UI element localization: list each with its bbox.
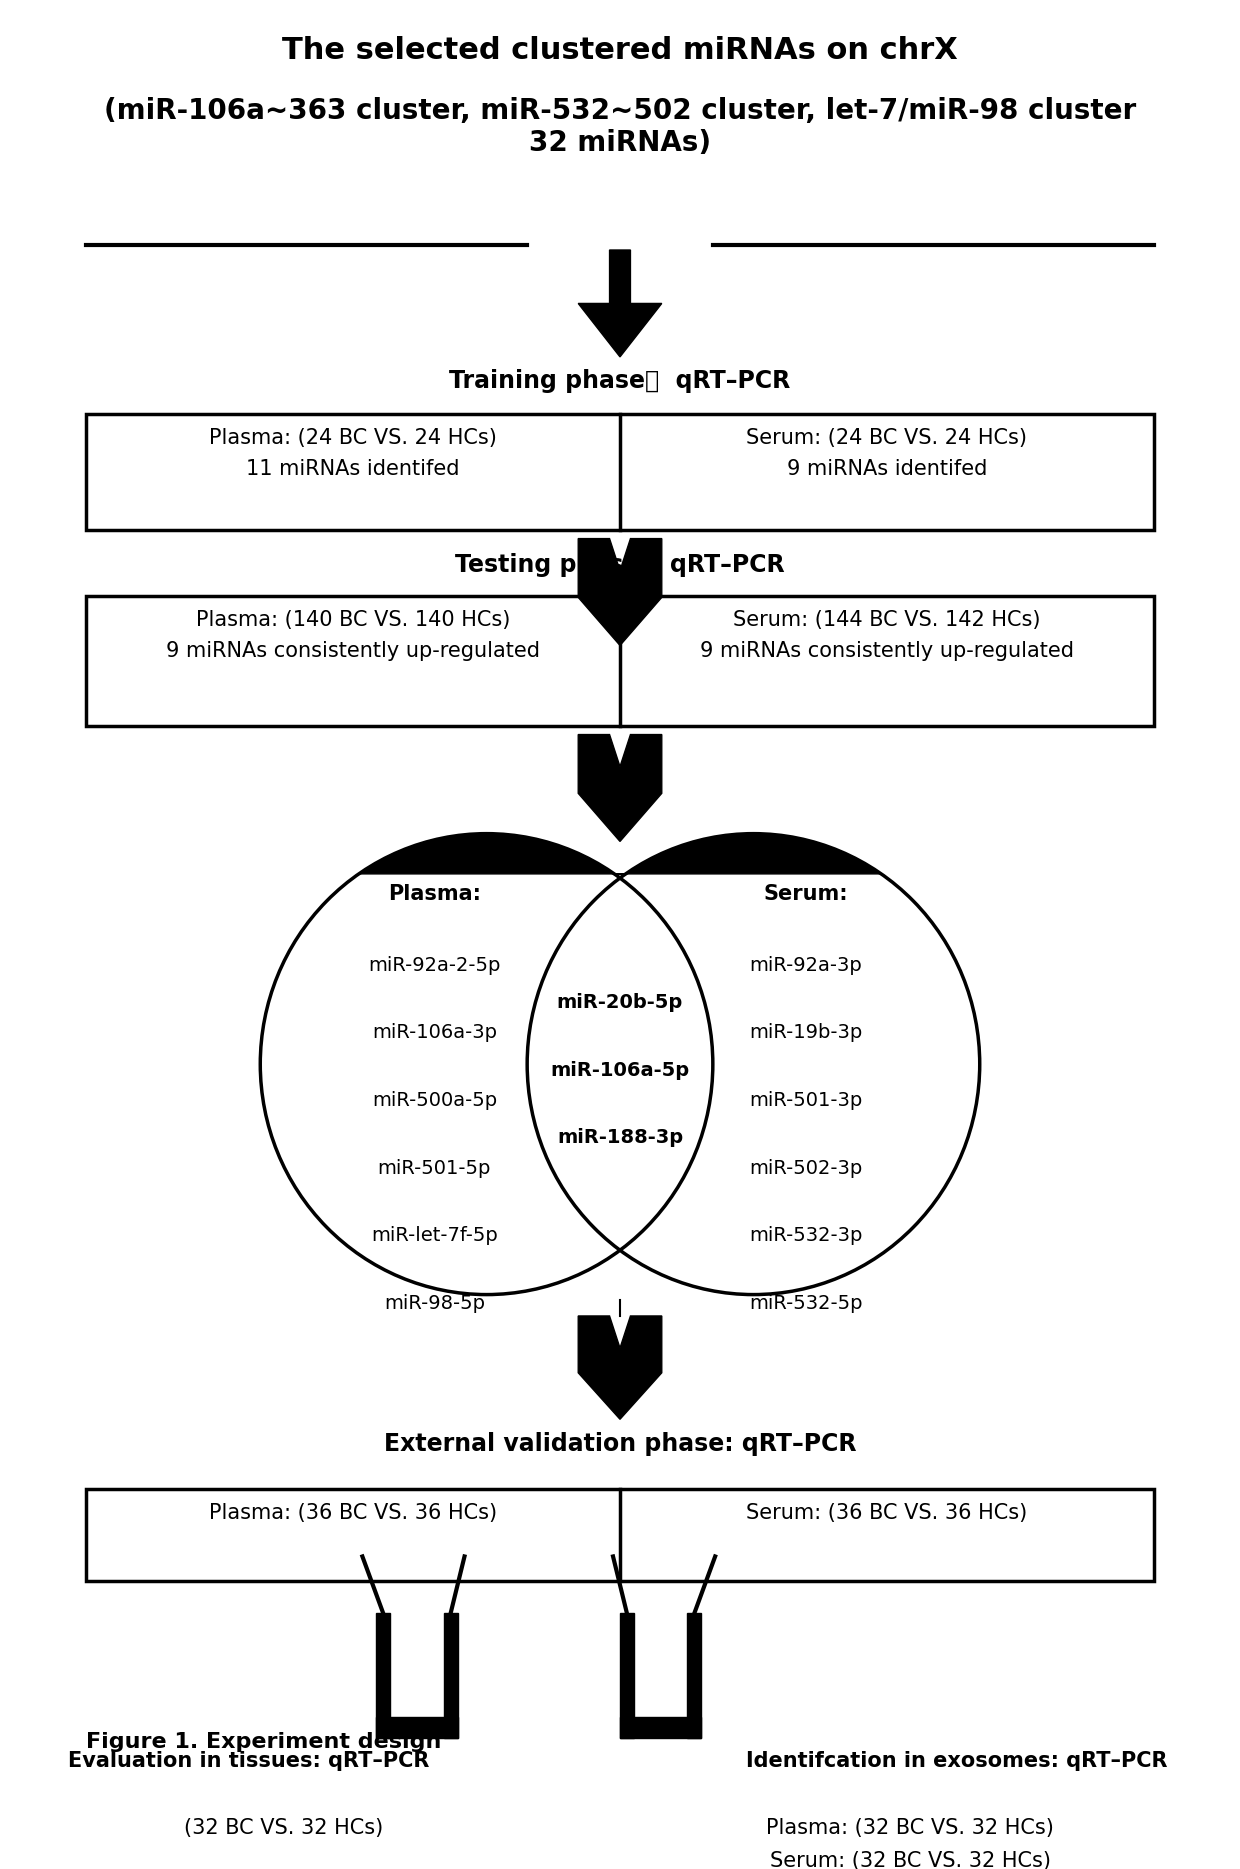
Polygon shape — [578, 538, 662, 645]
Text: miR-188-3p: miR-188-3p — [557, 1129, 683, 1148]
Text: Plasma:: Plasma: — [388, 884, 481, 905]
Text: miR-92a-3p: miR-92a-3p — [749, 955, 862, 974]
Text: Training phase：  qRT–PCR: Training phase： qRT–PCR — [449, 370, 791, 392]
Text: miR-532-3p: miR-532-3p — [749, 1226, 862, 1245]
Polygon shape — [620, 1613, 634, 1738]
Polygon shape — [376, 1718, 458, 1738]
Text: Serum:: Serum: — [764, 884, 848, 905]
Text: miR-106a-3p: miR-106a-3p — [372, 1024, 497, 1043]
Text: miR-92a-2-5p: miR-92a-2-5p — [368, 955, 501, 974]
Text: Testing phase：  qRT–PCR: Testing phase： qRT–PCR — [455, 553, 785, 578]
Text: miR-532-5p: miR-532-5p — [749, 1293, 862, 1314]
Text: miR-501-5p: miR-501-5p — [378, 1159, 491, 1177]
Polygon shape — [578, 1316, 662, 1419]
Text: The selected clustered miRNAs on chrX: The selected clustered miRNAs on chrX — [283, 36, 957, 65]
Text: miR-20b-5p: miR-20b-5p — [557, 992, 683, 1011]
Text: miR-501-3p: miR-501-3p — [749, 1091, 862, 1110]
Text: miR-106a-5p: miR-106a-5p — [551, 1060, 689, 1080]
Polygon shape — [687, 1613, 702, 1738]
Polygon shape — [376, 1613, 391, 1738]
Text: miR-502-3p: miR-502-3p — [749, 1159, 862, 1177]
Text: Plasma: (36 BC VS. 36 HCs): Plasma: (36 BC VS. 36 HCs) — [210, 1503, 497, 1523]
Text: Figure 1. Experiment design: Figure 1. Experiment design — [87, 1733, 441, 1751]
Polygon shape — [620, 1718, 702, 1738]
Text: miR-500a-5p: miR-500a-5p — [372, 1091, 497, 1110]
Text: miR-19b-3p: miR-19b-3p — [749, 1024, 862, 1043]
Bar — [87, 596, 1153, 725]
Text: Plasma: (24 BC VS. 24 HCs)
11 miRNAs identifed: Plasma: (24 BC VS. 24 HCs) 11 miRNAs ide… — [210, 428, 497, 478]
Text: (32 BC VS. 32 HCs): (32 BC VS. 32 HCs) — [184, 1819, 383, 1839]
Bar — [87, 1490, 1153, 1581]
Polygon shape — [578, 250, 662, 357]
Text: Serum: (144 BC VS. 142 HCs)
9 miRNAs consistently up-regulated: Serum: (144 BC VS. 142 HCs) 9 miRNAs con… — [699, 609, 1074, 662]
Text: Plasma: (32 BC VS. 32 HCs)
Serum: (32 BC VS. 32 HCs): Plasma: (32 BC VS. 32 HCs) Serum: (32 BC… — [766, 1819, 1054, 1869]
Bar — [87, 413, 1153, 529]
Text: Plasma: (140 BC VS. 140 HCs)
9 miRNAs consistently up-regulated: Plasma: (140 BC VS. 140 HCs) 9 miRNAs co… — [166, 609, 541, 662]
Text: External validation phase: qRT–PCR: External validation phase: qRT–PCR — [383, 1432, 857, 1456]
Polygon shape — [444, 1613, 458, 1738]
Polygon shape — [358, 834, 882, 875]
Text: Serum: (24 BC VS. 24 HCs)
9 miRNAs identifed: Serum: (24 BC VS. 24 HCs) 9 miRNAs ident… — [746, 428, 1028, 478]
Text: miR-let-7f-5p: miR-let-7f-5p — [371, 1226, 497, 1245]
Text: Serum: (36 BC VS. 36 HCs): Serum: (36 BC VS. 36 HCs) — [746, 1503, 1028, 1523]
Text: miR-98-5p: miR-98-5p — [384, 1293, 485, 1314]
Bar — [666, 1804, 1153, 1869]
Bar — [87, 1804, 481, 1869]
Text: Evaluation in tissues: qRT–PCR: Evaluation in tissues: qRT–PCR — [68, 1751, 429, 1770]
Text: Identifcation in exosomes: qRT–PCR: Identifcation in exosomes: qRT–PCR — [745, 1751, 1167, 1770]
Polygon shape — [578, 735, 662, 841]
Text: (miR-106a~363 cluster, miR-532~502 cluster, let-7/miR-98 cluster
32 miRNAs): (miR-106a~363 cluster, miR-532~502 clust… — [104, 97, 1136, 157]
